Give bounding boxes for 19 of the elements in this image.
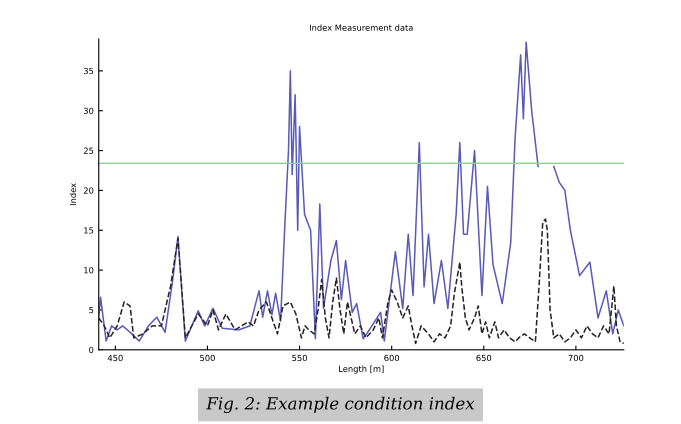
line-series — [98, 218, 624, 344]
y-tick-label: 25 — [84, 148, 94, 154]
y-tick-label: 35 — [84, 68, 94, 74]
caption: Fig. 2: Example condition index — [206, 396, 474, 414]
y-tick-label: 20 — [84, 187, 94, 194]
chart-title: Index Measurement data — [310, 24, 413, 31]
x-tick-label: 650 — [476, 354, 492, 362]
y-tick-label: 30 — [84, 108, 94, 114]
x-tick-label: 600 — [384, 354, 400, 362]
y-tick-label: 15 — [84, 227, 94, 234]
y-tick-label: 0 — [89, 346, 94, 354]
x-tick-label: 450 — [108, 354, 123, 362]
x-tick-label: 500 — [200, 354, 215, 362]
x-tick-label: 550 — [292, 354, 307, 362]
x-axis-title: Length [m] — [339, 366, 384, 374]
x-tick-label: 700 — [568, 354, 584, 362]
y-tick-label: 5 — [89, 307, 94, 314]
y-tick-label: 10 — [84, 267, 94, 274]
y-axis-title: Index — [70, 183, 76, 206]
